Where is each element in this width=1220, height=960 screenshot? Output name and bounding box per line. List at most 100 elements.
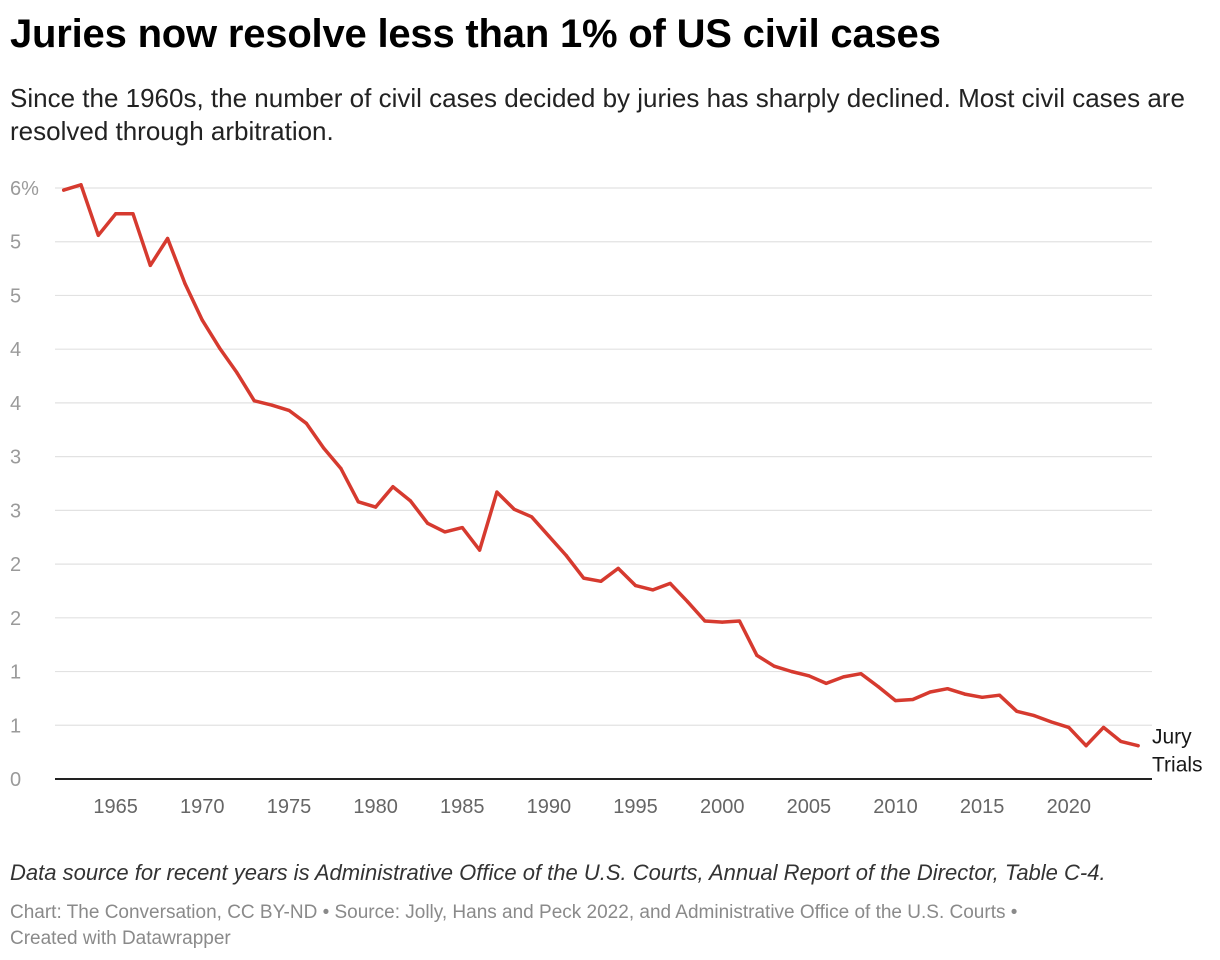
- y-tick-label: 4: [10, 339, 21, 361]
- data-point: [945, 687, 950, 691]
- data-point: [911, 697, 915, 702]
- data-point: [460, 525, 464, 530]
- data-point: [252, 399, 256, 403]
- data-point: [633, 583, 638, 588]
- data-point: [148, 263, 152, 267]
- data-point: [1119, 739, 1123, 743]
- x-tick-label: 2020: [1047, 796, 1092, 818]
- data-point: [1101, 725, 1106, 730]
- data-point: [720, 620, 724, 624]
- data-point: [807, 674, 811, 678]
- credits-line-2: Created with Datawrapper: [10, 928, 231, 949]
- y-tick-label: 5: [10, 285, 21, 307]
- data-point: [997, 693, 1002, 697]
- data-point: [62, 188, 66, 192]
- data-point: [1136, 744, 1140, 748]
- source-note: Data source for recent years is Administ…: [10, 860, 1106, 885]
- data-point: [356, 500, 360, 504]
- x-tick-label: 1975: [267, 796, 312, 818]
- data-point: [1084, 744, 1088, 748]
- x-tick-label: 1965: [93, 796, 138, 818]
- data-point: [304, 421, 308, 425]
- y-tick-label: 5: [10, 232, 21, 254]
- data-point: [1067, 725, 1071, 730]
- data-point: [651, 588, 655, 592]
- data-point: [963, 692, 967, 696]
- data-point: [374, 505, 378, 509]
- x-tick-label: 1980: [353, 796, 398, 818]
- data-point: [114, 212, 118, 216]
- x-tick-label: 1970: [180, 796, 225, 818]
- data-point: [859, 672, 863, 676]
- data-point: [408, 499, 412, 503]
- data-point: [703, 619, 707, 623]
- x-tick-label: 2005: [787, 796, 832, 818]
- series-label: Trials: [1152, 754, 1203, 777]
- data-point: [737, 619, 742, 623]
- credits-line-1: Chart: The Conversation, CC BY-ND • Sour…: [10, 902, 1018, 923]
- data-point: [322, 446, 326, 450]
- data-point: [928, 690, 932, 694]
- series-label: Jury: [1152, 726, 1192, 749]
- data-point: [270, 403, 274, 407]
- data-point: [339, 466, 343, 471]
- x-tick-label: 1985: [440, 796, 485, 818]
- data-point: [668, 581, 672, 586]
- data-point: [893, 698, 898, 703]
- data-point: [166, 236, 170, 241]
- x-tick-label: 2015: [960, 796, 1005, 818]
- chart-subtitle: Since the 1960s, the number of civil cas…: [10, 83, 1185, 146]
- data-point: [980, 695, 984, 699]
- y-tick-label: 3: [10, 447, 21, 469]
- data-point: [876, 684, 880, 689]
- x-tick-label: 1990: [527, 796, 572, 818]
- x-axis-ticks: 1965 1970 1975 1980 1985 1990 1995 2000 2005 2010…: [93, 796, 1091, 818]
- y-tick-label: 0: [10, 769, 21, 791]
- data-point: [599, 579, 603, 583]
- y-tick-label: 3: [10, 500, 21, 522]
- y-tick-label: 6%: [10, 178, 39, 200]
- data-point: [287, 408, 291, 413]
- data-point: [824, 681, 828, 685]
- data-point: [1032, 714, 1036, 718]
- data-point: [131, 212, 135, 216]
- data-point: [425, 521, 430, 525]
- data-point: [443, 530, 447, 534]
- series-line-jury-trials: [61, 183, 1140, 748]
- y-tick-label: 2: [10, 608, 21, 630]
- data-point: [218, 346, 222, 350]
- data-point: [495, 490, 499, 494]
- y-axis-ticks: 0 1 1 2 2 3 3 4 4 5 5 6%: [10, 178, 39, 791]
- data-point: [547, 534, 551, 538]
- data-point: [564, 553, 568, 558]
- gridlines: [55, 187, 1152, 726]
- chart-title: Juries now resolve less than 1% of US ci…: [10, 12, 941, 56]
- data-point: [200, 318, 204, 322]
- data-point: [789, 669, 794, 674]
- x-tick-label: 1995: [613, 796, 658, 818]
- data-point: [512, 507, 516, 511]
- y-tick-label: 4: [10, 393, 21, 415]
- data-point: [235, 371, 239, 375]
- data-point: [755, 653, 759, 658]
- x-tick-label: 2000: [700, 796, 745, 818]
- data-point: [391, 485, 395, 489]
- data-point: [96, 233, 100, 237]
- x-tick-label: 2010: [873, 796, 918, 818]
- data-point: [477, 548, 482, 552]
- data-point: [772, 664, 776, 668]
- data-point: [685, 600, 690, 604]
- data-point: [581, 576, 586, 580]
- data-point: [79, 183, 83, 187]
- data-point: [1049, 720, 1054, 724]
- data-point: [529, 515, 534, 519]
- y-tick-label: 1: [10, 715, 21, 737]
- series-group: Jury Trials: [61, 183, 1203, 777]
- data-point: [1015, 709, 1019, 713]
- data-point: [841, 675, 846, 679]
- data-point: [183, 282, 187, 286]
- data-point: [616, 566, 620, 570]
- y-tick-label: 1: [10, 662, 21, 684]
- y-tick-label: 2: [10, 554, 21, 576]
